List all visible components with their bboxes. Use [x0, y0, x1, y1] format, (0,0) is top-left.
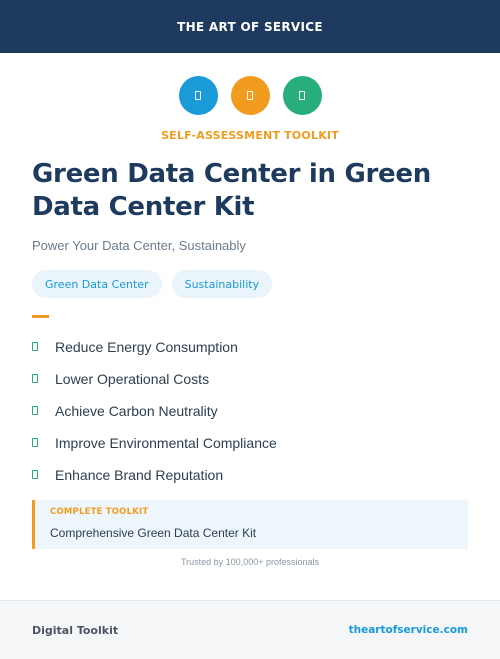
footer-website-link[interactable]: theartofservice.com: [348, 624, 468, 636]
blue-badge-icon: [178, 76, 218, 115]
check-icon: [32, 406, 38, 415]
feature-item: Lower Operational Costs: [32, 363, 277, 395]
feature-item: Achieve Carbon Neutrality: [32, 395, 277, 427]
subtitle: Power Your Data Center, Sustainably: [32, 238, 246, 253]
brand-name: THE ART OF SERVICE: [177, 19, 323, 34]
feature-list: Reduce Energy Consumption Lower Operatio…: [32, 331, 277, 491]
feature-item: Enhance Brand Reputation: [32, 459, 277, 491]
feature-label: Reduce Energy Consumption: [55, 339, 238, 355]
orange-badge-icon: [230, 76, 270, 115]
feature-label: Lower Operational Costs: [55, 371, 210, 387]
footer-bar: Digital Toolkit theartofservice.com: [0, 600, 500, 659]
check-icon: [32, 342, 38, 351]
tag-sustainability: Sustainability: [171, 270, 273, 298]
tag-green-data-center: Green Data Center: [32, 270, 162, 298]
toolkit-name: Comprehensive Green Data Center Kit: [50, 526, 257, 540]
toolkit-callout: COMPLETE TOOLKIT Comprehensive Green Dat…: [32, 500, 468, 549]
feature-item: Reduce Energy Consumption: [32, 331, 277, 363]
trust-note: Trusted by 100,000+ professionals: [180, 557, 319, 567]
feature-label: Improve Environmental Compliance: [55, 435, 277, 451]
feature-label: Enhance Brand Reputation: [55, 467, 224, 483]
toolkit-label: COMPLETE TOOLKIT: [50, 507, 149, 517]
footer-product-type: Digital Toolkit: [32, 623, 119, 637]
feature-label: Achieve Carbon Neutrality: [55, 403, 218, 419]
header-bar: THE ART OF SERVICE: [0, 0, 500, 53]
check-icon: [32, 470, 38, 479]
accent-divider: [32, 315, 49, 318]
icon-row: [0, 76, 500, 115]
kicker-label: SELF-ASSESSMENT TOOLKIT: [161, 129, 339, 142]
check-icon: [32, 438, 38, 447]
tag-list: Green Data Center Sustainability: [32, 270, 273, 298]
green-badge-icon: [282, 76, 322, 115]
feature-item: Improve Environmental Compliance: [32, 427, 277, 459]
check-icon: [32, 374, 38, 383]
page-title: Green Data Center in Green Data Center K…: [32, 159, 431, 222]
